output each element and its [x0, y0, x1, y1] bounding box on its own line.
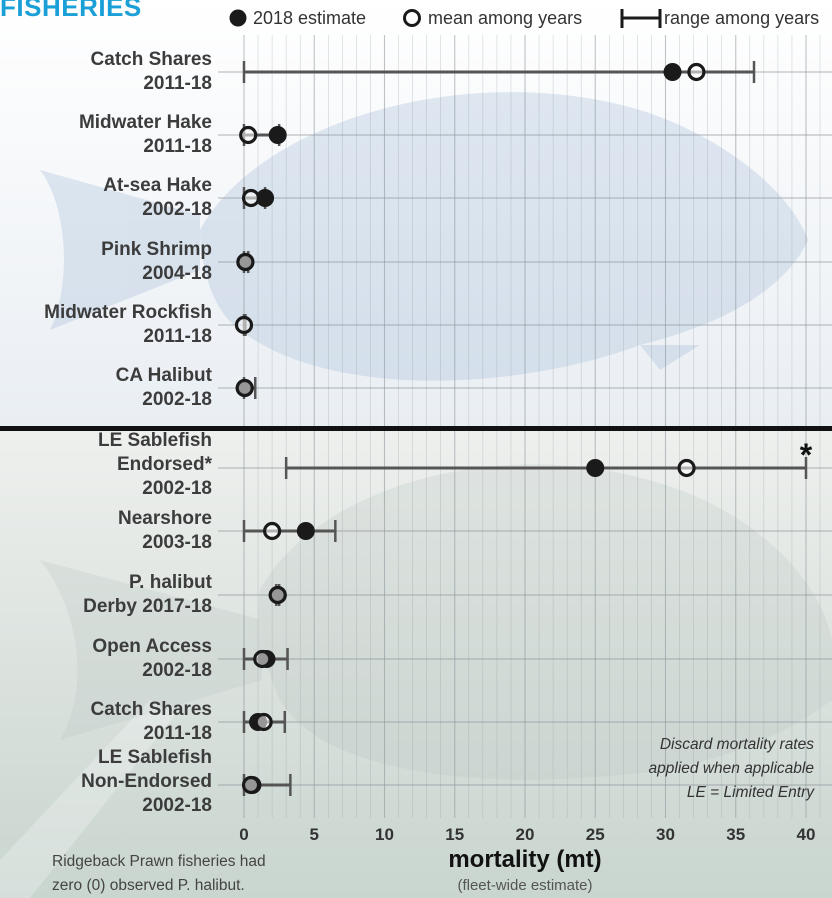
row-label: 2003-18: [142, 532, 212, 553]
mean-marker: [263, 521, 282, 541]
row-label: 2011-18: [143, 73, 212, 94]
row-label: 2011-18: [143, 326, 212, 347]
row-label: 2004-18: [142, 263, 212, 284]
x-tick-label: 25: [586, 825, 605, 844]
data-row: Midwater Hake 2011-18: [79, 112, 832, 157]
estimate-marker: [586, 459, 605, 477]
row-label: Open Access: [92, 636, 212, 657]
data-row: Open Access 2002-18: [92, 636, 832, 681]
data-row: Nearshore 2003-18: [118, 508, 832, 553]
footnote-line-2: zero (0) observed P. halibut.: [52, 877, 245, 894]
row-label: 2002-18: [142, 660, 212, 681]
estimate-marker: [256, 189, 275, 207]
row-label: LE Sablefish: [98, 430, 212, 451]
truncation-marker: *: [800, 437, 813, 473]
legend-estimate-marker: [229, 9, 247, 27]
row-label: Catch Shares: [91, 699, 212, 720]
estimate-marker: [296, 522, 315, 540]
row-label: Nearshore: [118, 508, 212, 529]
halibut-silhouette-top: [40, 92, 808, 381]
x-tick-label: 0: [239, 825, 248, 844]
mean-marker: [268, 585, 287, 605]
row-label: Derby 2017-18: [83, 596, 212, 617]
x-axis-title: mortality (mt): [448, 846, 601, 873]
row-label: Endorsed*: [117, 454, 213, 475]
data-row: Catch Shares 2011-18: [91, 699, 832, 744]
note-line-2: applied when applicable: [649, 760, 815, 777]
row-label: 2011-18: [143, 723, 212, 744]
x-tick-label: 40: [797, 825, 816, 844]
row-label: P. halibut: [129, 572, 213, 593]
row-label: Midwater Rockfish: [44, 302, 212, 323]
data-row: LE Sablefish Non-Endorsed 2002-18: [81, 747, 832, 816]
legend-mean-marker: [403, 9, 421, 27]
row-label: 2002-18: [142, 199, 212, 220]
mean-marker: [241, 188, 261, 208]
row-label: LE Sablefish: [98, 747, 212, 768]
mean-marker: [677, 458, 696, 478]
mean-marker: [687, 62, 706, 82]
legend-mean-label: mean among years: [428, 8, 582, 28]
mean-marker: [239, 125, 258, 145]
mean-marker: [235, 378, 254, 398]
mean-marker: [234, 315, 254, 335]
data-rows: Catch Shares 2011-18 Midwater Hake 2011-18 A…: [44, 49, 832, 816]
mean-marker: [253, 649, 272, 669]
mean-marker: [254, 712, 273, 732]
row-label: 2011-18: [143, 136, 212, 157]
estimate-marker: [268, 126, 287, 144]
note-line-3: LE = Limited Entry: [687, 784, 815, 801]
footnote-line-1: Ridgeback Prawn fisheries had: [52, 853, 266, 870]
note-line-1: Discard mortality rates: [660, 736, 814, 753]
row-label: Catch Shares: [91, 49, 212, 70]
x-tick-label: 15: [445, 825, 464, 844]
data-row: LE Sablefish Endorsed* 2002-18 *: [98, 430, 832, 499]
data-row: P. halibut Derby 2017-18: [83, 572, 832, 617]
row-label: Midwater Hake: [79, 112, 212, 133]
estimate-marker: [663, 63, 682, 81]
data-row: Pink Shrimp 2004-18: [101, 239, 832, 284]
legend-range-marker: [620, 9, 662, 28]
data-row: Catch Shares 2011-18: [91, 49, 832, 94]
row-label: Pink Shrimp: [101, 239, 212, 260]
data-row: At-sea Hake 2002-18: [103, 175, 832, 220]
x-tick-label: 30: [656, 825, 675, 844]
halibut-silhouette-bottom: [40, 464, 832, 780]
row-label: 2002-18: [142, 389, 212, 410]
x-tick-label: 5: [310, 825, 319, 844]
mean-marker: [241, 775, 261, 795]
row-label: 2002-18: [142, 478, 212, 499]
group-divider: [0, 426, 832, 431]
x-axis: 0 5 10 15 20 25 30 35 40: [239, 825, 815, 844]
section-title: FISHERIES: [0, 0, 142, 22]
legend: 2018 estimate mean among years range amo…: [229, 8, 819, 28]
x-tick-label: 10: [375, 825, 394, 844]
row-label: At-sea Hake: [103, 175, 212, 196]
row-label: 2002-18: [142, 795, 212, 816]
light-streak: [0, 700, 175, 898]
row-label: CA Halibut: [116, 365, 213, 386]
x-tick-label: 20: [516, 825, 535, 844]
data-row: Midwater Rockfish 2011-18: [44, 302, 832, 347]
legend-range-label: range among years: [664, 8, 819, 28]
x-axis-subtitle: (fleet-wide estimate): [457, 877, 592, 894]
data-row: CA Halibut 2002-18: [116, 365, 832, 410]
row-label: Non-Endorsed: [81, 771, 212, 792]
notes: Discard mortality rates applied when app…: [649, 736, 816, 801]
x-tick-label: 35: [726, 825, 745, 844]
mean-marker: [236, 252, 255, 272]
legend-estimate-label: 2018 estimate: [253, 8, 366, 28]
